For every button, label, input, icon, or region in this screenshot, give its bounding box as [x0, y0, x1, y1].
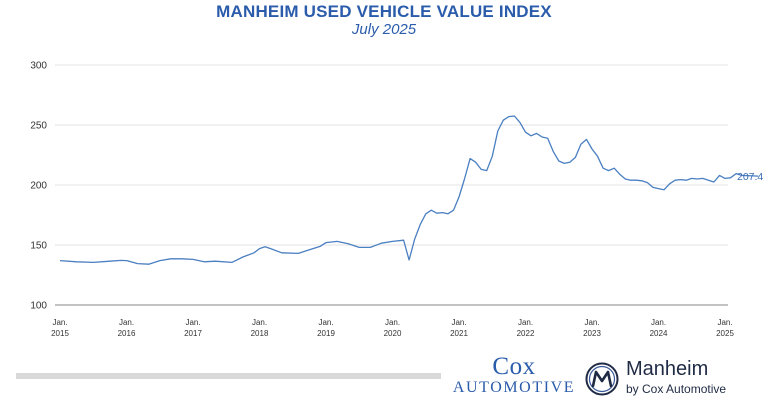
- x-tick-label: Jan.: [252, 318, 267, 327]
- footer-divider-bar: [16, 373, 441, 379]
- x-tick-label: Jan.: [318, 318, 333, 327]
- y-tick-label: 200: [30, 181, 47, 192]
- x-tick-label: 2017: [184, 329, 202, 338]
- x-tick-label: Jan.: [518, 318, 533, 327]
- x-tick-label: Jan.: [385, 318, 400, 327]
- x-tick-label: Jan.: [651, 318, 666, 327]
- x-tick-label: Jan.: [717, 318, 732, 327]
- y-tick-label: 100: [30, 301, 47, 312]
- cox-logo-subword: AUTOMOTIVE: [452, 379, 576, 396]
- x-tick-label: Jan.: [119, 318, 134, 327]
- manheim-logo-tagline: by Cox Automotive: [626, 382, 727, 396]
- x-tick-label: 2023: [583, 329, 601, 338]
- cox-automotive-logo: Cox AUTOMOTIVE: [452, 353, 576, 399]
- x-tick-label: Jan.: [584, 318, 599, 327]
- x-tick-label: 2022: [517, 329, 535, 338]
- last-value-label: 207.4: [737, 171, 763, 183]
- index-series-line: [59, 115, 759, 265]
- chart-title: MANHEIM USED VEHICLE VALUE INDEX: [216, 2, 552, 21]
- x-tick-label: 2025: [716, 329, 734, 338]
- x-tick-label: 2024: [650, 329, 668, 338]
- x-tick-label: 2020: [384, 329, 402, 338]
- line-chart: 100 150 200 250 300 Jan. 2015 Jan. 2016 Jan. 2017…: [30, 61, 763, 339]
- x-tick-label: 2019: [317, 329, 335, 338]
- x-tick-label: 2016: [118, 329, 136, 338]
- y-tick-label: 250: [30, 121, 47, 132]
- cox-logo-word: Cox: [492, 353, 536, 380]
- x-tick-label: 2018: [251, 329, 269, 338]
- x-tick-label: Jan.: [185, 318, 200, 327]
- chart-subtitle: July 2025: [351, 21, 417, 38]
- y-tick-label: 300: [30, 61, 47, 72]
- x-tick-label: 2021: [450, 329, 468, 338]
- manheim-emblem-icon: [585, 362, 619, 396]
- x-tick-label: 2015: [51, 329, 69, 338]
- manheim-logo: Manheim by Cox Automotive: [585, 358, 765, 400]
- x-tick-label: Jan.: [451, 318, 466, 327]
- x-tick-label: Jan.: [52, 318, 67, 327]
- manheim-logo-name: Manheim: [626, 358, 709, 380]
- y-tick-label: 150: [30, 241, 47, 252]
